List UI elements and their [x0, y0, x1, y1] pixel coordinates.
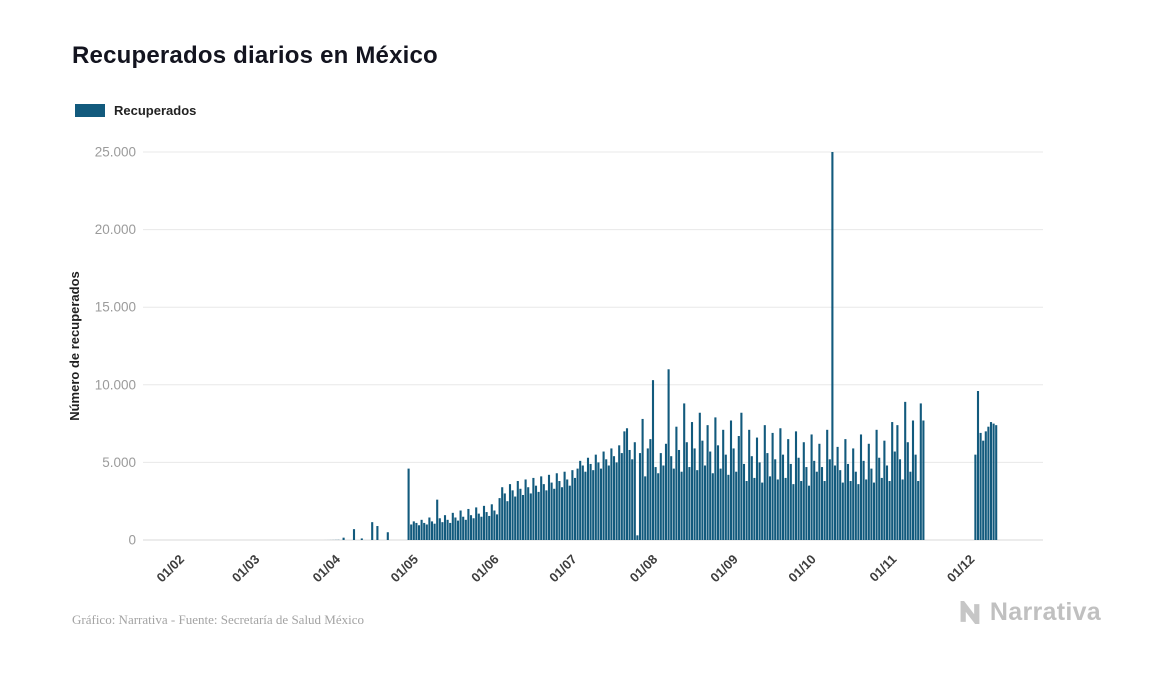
svg-text:Número de recuperados: Número de recuperados	[67, 271, 82, 421]
svg-text:5.000: 5.000	[102, 455, 136, 470]
svg-text:01/05: 01/05	[388, 552, 422, 586]
svg-text:25.000: 25.000	[95, 145, 136, 160]
legend-swatch	[75, 104, 105, 117]
svg-text:20.000: 20.000	[95, 222, 136, 237]
svg-text:01/04: 01/04	[310, 551, 344, 585]
narrativa-logo: Narrativa	[958, 598, 1101, 627]
svg-text:01/12: 01/12	[944, 552, 978, 586]
narrativa-logo-text: Narrativa	[989, 598, 1101, 626]
svg-text:01/10: 01/10	[785, 552, 819, 586]
svg-text:10.000: 10.000	[95, 377, 136, 392]
svg-text:15.000: 15.000	[95, 300, 136, 315]
svg-text:01/06: 01/06	[468, 552, 502, 586]
source-credit: Gráfico: Narrativa - Fuente: Secretaría …	[72, 612, 365, 627]
narrativa-logo-icon	[960, 601, 980, 624]
svg-text:01/03: 01/03	[229, 552, 263, 586]
legend: Recuperados	[75, 103, 196, 118]
svg-text:01/08: 01/08	[627, 552, 661, 586]
svg-text:01/09: 01/09	[707, 552, 741, 586]
legend-label: Recuperados	[114, 103, 197, 118]
svg-text:0: 0	[128, 533, 136, 548]
svg-text:01/07: 01/07	[546, 552, 580, 586]
chart-title: Recuperados diarios en México	[72, 42, 438, 69]
svg-text:01/02: 01/02	[154, 552, 188, 586]
legend-item-recuperados[interactable]: Recuperados	[75, 103, 196, 118]
svg-text:01/11: 01/11	[866, 552, 899, 585]
